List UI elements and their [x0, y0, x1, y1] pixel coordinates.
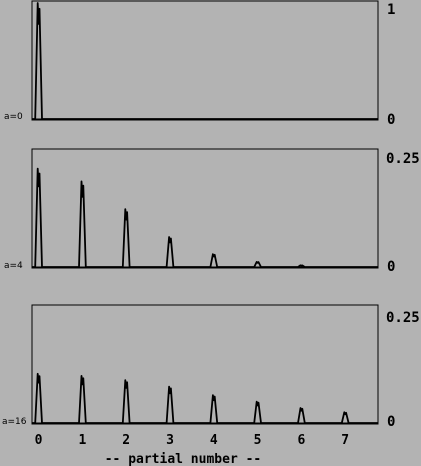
x-tick-label-6: 6 [297, 433, 305, 448]
panel-1-ytick-top: 1 [387, 2, 395, 18]
panel-3-ytick-top: 0.25 [386, 310, 420, 326]
panel-2-ytick-top: 0.25 [386, 151, 420, 167]
panel-2-label: a=4 [4, 261, 23, 271]
panel-3-series-line [32, 372, 378, 424]
x-tick-label-0: 0 [35, 433, 43, 448]
panel-3-ytick-bottom: 0 [387, 414, 395, 430]
x-tick-label-4: 4 [210, 433, 218, 448]
panel-1: a=0 1 0 [4, 0, 395, 128]
panel-1-label: a=0 [4, 112, 23, 122]
panel-1-series-line [32, 2, 378, 120]
x-tick-label-3: 3 [166, 433, 174, 448]
x-tick-label-5: 5 [254, 433, 262, 448]
panel-3-frame [31, 304, 379, 425]
panel-2: a=4 0.25 0 [4, 148, 420, 275]
x-tick-label-2: 2 [122, 433, 130, 448]
panel-1-frame [31, 0, 379, 121]
x-axis-ticks: 0 1 2 3 4 5 6 7 [35, 433, 349, 448]
x-tick-label-7: 7 [341, 433, 349, 448]
panel-2-frame [31, 148, 379, 269]
x-axis-label: -- partial number -- [105, 452, 262, 466]
panel-2-series-line [32, 167, 378, 268]
panel-2-ytick-bottom: 0 [387, 259, 395, 275]
panel-3-label: a=16 [2, 417, 27, 427]
x-tick-label-1: 1 [78, 433, 86, 448]
panel-3: a=16 0.25 0 [2, 304, 420, 430]
panel-1-ytick-bottom: 0 [387, 112, 395, 128]
